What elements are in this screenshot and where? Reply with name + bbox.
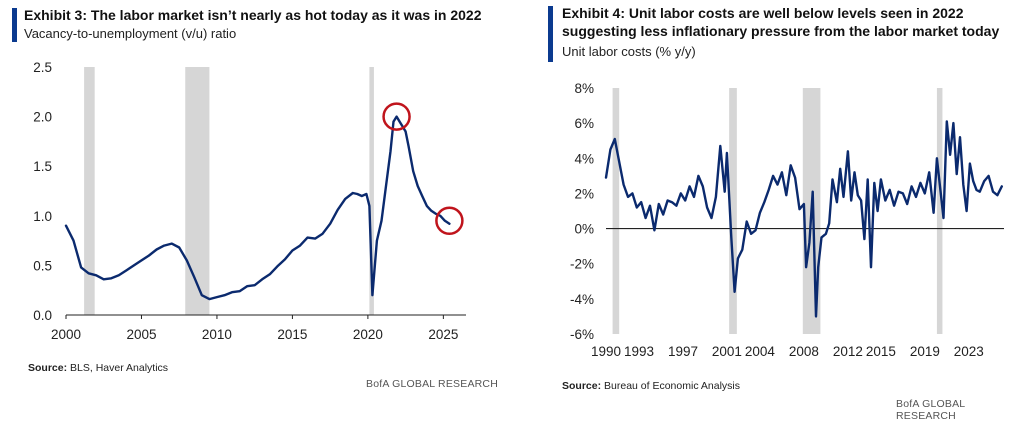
source-label: Source: <box>562 380 602 392</box>
x-tick-label: 2019 <box>910 344 940 359</box>
series-line <box>64 115 451 301</box>
exhibit-4: Exhibit 4: Unit labor costs are well bel… <box>548 0 1024 422</box>
x-tick-label: 2010 <box>202 327 232 342</box>
y-tick-label: -6% <box>570 327 594 342</box>
source-text: Bureau of Economic Analysis <box>604 380 741 392</box>
x-tick-label: 1993 <box>624 344 654 359</box>
y-tick-label: 0.0 <box>33 308 52 323</box>
y-tick-label: 4% <box>574 151 594 166</box>
exhibit-3-title: Exhibit 3: The labor market isn’t nearly… <box>24 7 482 23</box>
exhibit-3: Exhibit 3: The labor market isn’t nearly… <box>0 0 510 416</box>
x-tick-label: 1990 <box>591 344 621 359</box>
recession-band <box>369 67 374 315</box>
x-tick-label: 2001 <box>712 344 742 359</box>
y-tick-label: 0.5 <box>33 258 52 273</box>
x-tick-label: 2012 <box>833 344 863 359</box>
y-tick-label: 1.0 <box>33 209 52 224</box>
highlight-circle <box>435 206 464 236</box>
recession-band <box>612 88 620 334</box>
y-tick-label: -2% <box>570 257 594 272</box>
exhibit-3-subtitle: Vacancy-to-unemployment (v/u) ratio <box>24 26 237 41</box>
exhibit-4-chart: -6% -4% -2% 0% 2% 4% 6% 8% 1990 1993 1997 2001 2004 2… <box>570 81 1004 359</box>
series-line <box>604 120 1003 318</box>
y-tick-label: 2.5 <box>33 60 52 75</box>
y-tick-label: 6% <box>574 116 594 131</box>
exhibit-3-accent-bar <box>12 8 17 42</box>
x-tick-label: 2020 <box>353 327 383 342</box>
x-tick-label: 2015 <box>277 327 307 342</box>
exhibit-4-source: Source: Bureau of Economic Analysis <box>562 380 740 392</box>
y-tick-label: 2.0 <box>33 110 52 125</box>
source-text: BLS, Haver Analytics <box>70 362 169 374</box>
exhibit-3-brand: BofA GLOBAL RESEARCH <box>366 378 498 390</box>
recession-band <box>729 88 737 334</box>
x-tick-label: 1997 <box>668 344 698 359</box>
x-tick-label: 2000 <box>51 327 81 342</box>
highlight-circle <box>382 102 411 131</box>
y-tick-label: 2% <box>574 186 594 201</box>
exhibit-4-subtitle: Unit labor costs (% y/y) <box>562 44 696 59</box>
x-tick-label: 2023 <box>954 344 984 359</box>
exhibit-3-chart: 0.0 0.5 1.0 1.5 2.0 2.5 2000 2005 2010 2015 2020 20… <box>33 60 466 342</box>
y-tick-label: 0% <box>574 222 594 237</box>
recession-band <box>84 67 95 315</box>
y-tick-label: 8% <box>574 81 594 96</box>
exhibit-4-title: Exhibit 4: Unit labor costs are well bel… <box>562 4 1022 40</box>
exhibit-4-accent-bar <box>548 6 553 62</box>
recession-band <box>185 67 210 315</box>
exhibit-3-source: Source: BLS, Haver Analytics <box>28 362 168 374</box>
source-label: Source: <box>28 362 68 374</box>
exhibit-4-brand: BofA GLOBAL RESEARCH <box>896 398 965 422</box>
x-tick-label: 2015 <box>866 344 896 359</box>
x-tick-label: 2008 <box>789 344 819 359</box>
x-tick-label: 2004 <box>745 344 776 359</box>
x-tick-label: 2005 <box>126 327 156 342</box>
y-tick-label: -4% <box>570 292 594 307</box>
x-tick-label: 2025 <box>428 327 458 342</box>
y-tick-label: 1.5 <box>33 159 52 174</box>
recession-band <box>936 88 943 334</box>
exhibit-4-title-line-2: suggesting less inflationary pressure fr… <box>562 23 1000 39</box>
exhibit-4-title-line-1: Exhibit 4: Unit labor costs are well bel… <box>562 5 964 21</box>
